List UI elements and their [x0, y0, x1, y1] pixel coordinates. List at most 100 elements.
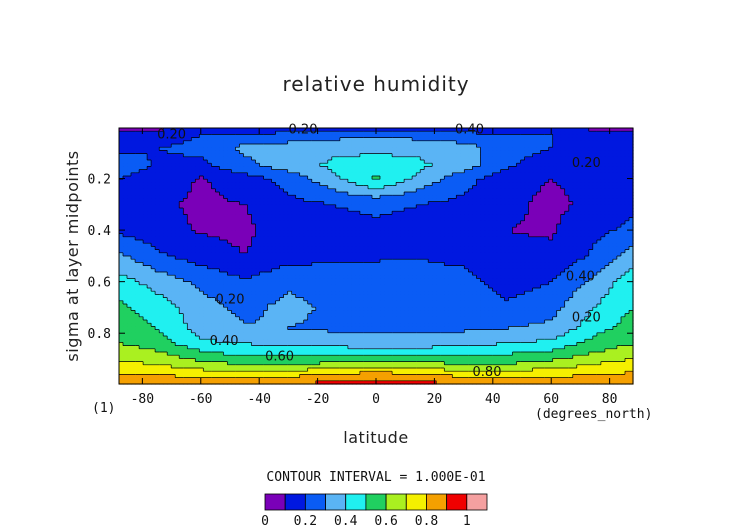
- contour-cell: [472, 182, 477, 187]
- contour-cell: [480, 131, 486, 135]
- contour-cell: [452, 163, 457, 167]
- contour-cell: [400, 163, 405, 167]
- contour-cell: [235, 220, 241, 225]
- contour-cell: [323, 156, 329, 161]
- contour-cell: [187, 147, 192, 151]
- contour-cell: [127, 137, 132, 142]
- contour-cell: [484, 179, 490, 183]
- contour-cell: [428, 163, 433, 167]
- contour-cell: [347, 169, 353, 174]
- contour-cell: [608, 172, 614, 177]
- contour-cell: [552, 169, 558, 174]
- contour-cell: [187, 153, 192, 158]
- contour-cell: [371, 220, 377, 225]
- contour-cell: [195, 150, 200, 155]
- contour-cell: [303, 185, 309, 190]
- contour-cell: [227, 185, 233, 190]
- contour-cell: [155, 156, 160, 161]
- contour-cell: [412, 185, 417, 190]
- contour-cell: [380, 156, 385, 161]
- contour-cell: [307, 147, 313, 151]
- contour-cell: [420, 233, 425, 238]
- contour-cell: [404, 134, 409, 139]
- contour-cell: [588, 153, 594, 158]
- contour-cell: [371, 214, 377, 219]
- contour-cell: [504, 182, 510, 187]
- contour-cell: [424, 214, 429, 219]
- contour-cell: [540, 128, 546, 132]
- contour-cell: [400, 214, 405, 219]
- contour-cell: [428, 176, 433, 180]
- contour-cell: [424, 128, 429, 132]
- contour-cell: [327, 224, 333, 228]
- contour-cell: [548, 160, 554, 164]
- contour-cell: [500, 227, 506, 231]
- contour-cell: [572, 188, 578, 193]
- contour-cell: [231, 227, 237, 231]
- contour-cell: [283, 195, 289, 199]
- contour-cell: [480, 227, 486, 231]
- contour-cell: [588, 195, 594, 199]
- contour-cell: [127, 179, 132, 183]
- contour-cell: [131, 211, 136, 215]
- contour-cell: [175, 214, 180, 219]
- contour-cell: [231, 188, 237, 193]
- contour-cell: [323, 214, 329, 219]
- contour-cell: [392, 131, 397, 135]
- contour-cell: [259, 217, 265, 222]
- contour-cell: [376, 214, 381, 219]
- contour-cell: [355, 227, 361, 231]
- contour-cell: [500, 153, 506, 158]
- contour-cell: [400, 217, 405, 222]
- contour-cell: [456, 233, 461, 238]
- contour-cell: [528, 163, 534, 167]
- contour-cell: [548, 134, 554, 139]
- contour-cell: [480, 220, 486, 225]
- contour-cell: [303, 201, 309, 206]
- contour-cell: [528, 230, 534, 235]
- contour-cell: [259, 147, 265, 151]
- contour-cell: [127, 163, 132, 167]
- contour-cell: [476, 211, 482, 215]
- contour-cell: [279, 192, 285, 196]
- contour-cell: [175, 156, 180, 161]
- contour-cell: [472, 163, 477, 167]
- contour-cell: [251, 201, 257, 206]
- contour-cell: [183, 204, 188, 209]
- contour-cell: [564, 150, 570, 155]
- contour-cell: [588, 214, 594, 219]
- contour-cell: [456, 147, 461, 151]
- contour-cell: [327, 153, 333, 158]
- contour-cell: [367, 160, 373, 164]
- contour-cell: [307, 217, 313, 222]
- contour-cell: [335, 153, 341, 158]
- contour-cell: [123, 233, 128, 238]
- contour-cell: [195, 192, 200, 196]
- contour-cell: [476, 195, 482, 199]
- contour-cell: [436, 182, 441, 187]
- contour-cell: [528, 172, 534, 177]
- contour-cell: [183, 227, 188, 231]
- contour-cell: [416, 137, 421, 142]
- contour-cell: [295, 153, 301, 158]
- contour-cell: [544, 144, 550, 148]
- contour-cell: [504, 233, 510, 238]
- contour-cell: [408, 182, 413, 187]
- contour-cell: [508, 220, 514, 225]
- contour-cell: [371, 208, 377, 212]
- contour-cell: [588, 134, 594, 139]
- contour-cell: [271, 214, 277, 219]
- contour-cell: [279, 131, 285, 135]
- contour-cell: [520, 195, 526, 199]
- contour-cell: [516, 227, 522, 231]
- contour-cell: [504, 201, 510, 206]
- contour-cell: [568, 166, 574, 171]
- contour-cell: [191, 185, 196, 190]
- contour-cell: [183, 195, 188, 199]
- contour-cell: [339, 163, 345, 167]
- contour-cell: [127, 230, 132, 235]
- contour-cell: [339, 137, 345, 142]
- contour-cell: [472, 160, 477, 164]
- contour-cell: [484, 140, 490, 145]
- contour-cell: [556, 208, 562, 212]
